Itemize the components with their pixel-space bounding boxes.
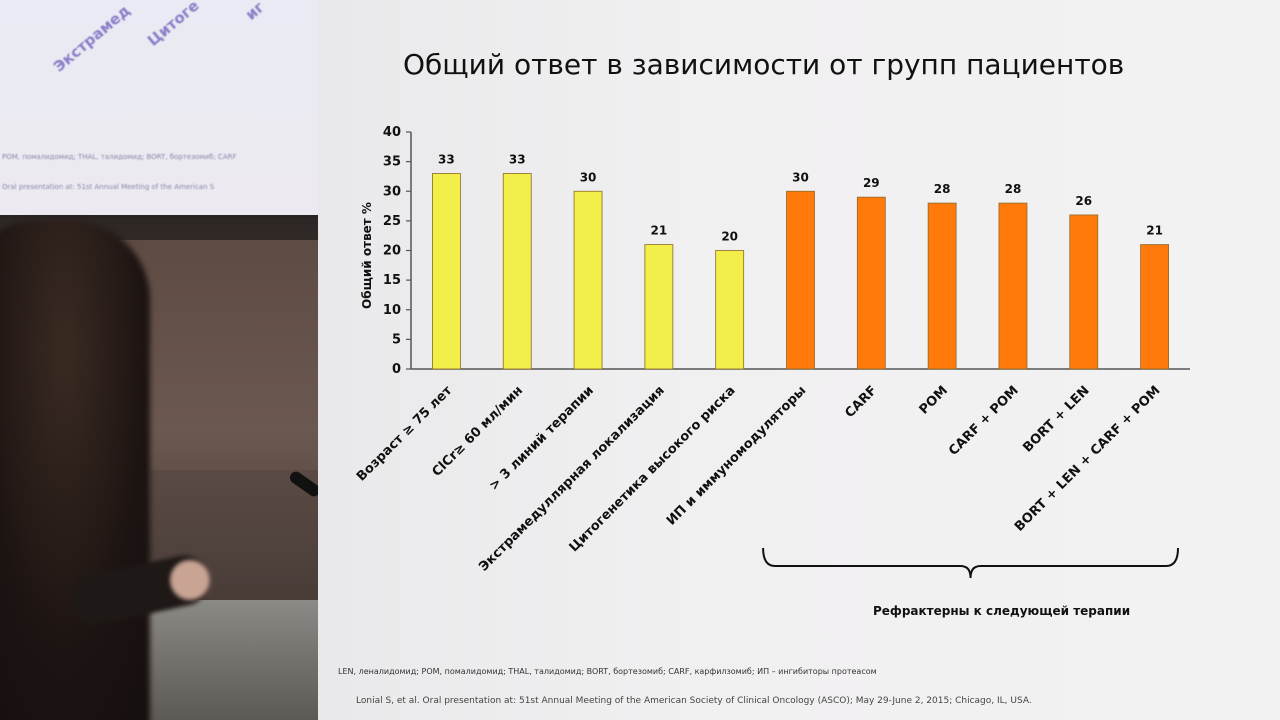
slide-title: Общий ответ в зависимости от групп пацие…	[403, 48, 1125, 81]
prev-slide-diagonal-label: иг	[242, 0, 268, 24]
bar-value-label: 33	[438, 152, 455, 166]
y-axis: 0 5 10 15 20 25 30 35 40 Общий ответ %	[360, 125, 1190, 377]
y-tick-label: 5	[392, 332, 401, 347]
bar-value-label: 26	[1075, 194, 1092, 208]
presentation-slide: Общий ответ в зависимости от групп пацие…	[318, 0, 1280, 720]
bar-value-label: 20	[721, 230, 738, 244]
y-tick-label: 15	[383, 273, 401, 288]
y-tick-label: 40	[383, 125, 401, 140]
bars: 33 33 30 21 20 30 29 28 28 26 21	[432, 152, 1169, 370]
bar	[715, 250, 745, 370]
y-tick-label: 20	[383, 244, 401, 259]
x-category-label: POM	[917, 383, 951, 417]
bar-value-label: 21	[1146, 224, 1163, 238]
curly-bracket	[762, 547, 1179, 579]
podium-front	[140, 600, 318, 720]
bar	[644, 244, 674, 370]
video-scene: Экстрамед Цитоге иг POM, помалидомид; TH…	[0, 0, 318, 720]
bar	[927, 202, 957, 370]
bar	[1069, 214, 1099, 370]
bar	[502, 173, 532, 370]
group-bracket	[762, 547, 1179, 579]
prev-slide-citation: Oral presentation at: 51st Annual Meetin…	[2, 183, 215, 191]
bar	[573, 190, 603, 370]
prev-slide-diagonal-label: Экстрамед	[50, 1, 134, 76]
previous-slide-projection: Экстрамед Цитоге иг POM, помалидомид; TH…	[0, 0, 318, 215]
bar-chart: 0 5 10 15 20 25 30 35 40 Общий ответ % 33 33 30 21 20…	[354, 125, 1190, 579]
x-category-label: BORT + LEN	[1020, 383, 1092, 455]
y-tick-label: 30	[383, 184, 401, 199]
x-category-label: BORT + LEN + CARF + POM	[1012, 383, 1163, 534]
bar-value-label: 29	[863, 176, 880, 190]
bar	[432, 173, 461, 370]
slide-citation: Lonial S, et al. Oral presentation at: 5…	[356, 696, 1032, 706]
bar-value-label: 30	[580, 170, 597, 184]
y-tick-label: 10	[383, 303, 401, 318]
bar	[1140, 244, 1169, 370]
y-axis-title: Общий ответ %	[360, 202, 374, 309]
bar-value-label: 21	[651, 224, 668, 238]
bar-value-label: 28	[1005, 182, 1022, 196]
x-category-label: ИП и иммуномодуляторы	[664, 383, 809, 528]
x-category-label: CARF	[842, 383, 880, 421]
bar-value-label: 30	[792, 170, 809, 184]
presenter	[0, 220, 150, 720]
prev-slide-footnote: POM, помалидомид; THAL, талидомид; BORT,…	[2, 153, 237, 161]
bar	[786, 190, 815, 370]
bar-value-label: 33	[509, 152, 526, 166]
y-tick-label: 25	[383, 214, 401, 229]
presenter-hand	[170, 560, 210, 600]
y-tick-label: 35	[383, 155, 401, 170]
group-bracket-label: Рефрактерны к следующей терапии	[873, 604, 1131, 618]
x-category-label: CARF + POM	[946, 383, 1022, 459]
prev-slide-diagonal-label: Цитоге	[144, 0, 203, 50]
y-tick-label: 0	[392, 362, 401, 377]
bar-value-label: 28	[934, 182, 951, 196]
bar	[856, 196, 886, 370]
bar	[998, 202, 1028, 370]
slide-footnote: LEN, леналидомид; POM, помалидомид; THAL…	[338, 667, 877, 676]
